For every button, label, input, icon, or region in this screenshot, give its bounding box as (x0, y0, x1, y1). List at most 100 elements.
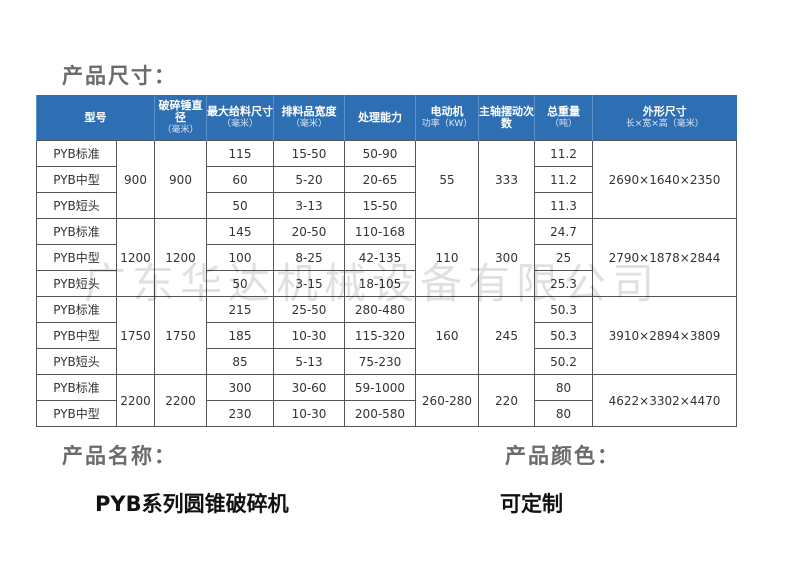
power-cell: 55 (415, 140, 479, 219)
column-header: 破碎锤直径 （毫米） (154, 95, 207, 141)
size-section-title: 产品尺寸： (62, 64, 177, 88)
discharge-cell: 5-20 (273, 166, 345, 193)
model-cell: PYB标准 (36, 140, 117, 167)
weight-cell: 11.3 (534, 192, 593, 219)
table-row: PYB中型 230 10-30 200-580 80 (36, 400, 737, 427)
weight-cell: 25 (534, 244, 593, 271)
capacity-cell: 50-90 (344, 140, 416, 167)
feed-size-cell: 230 (206, 400, 274, 427)
header-unit: 长×宽×高（毫米） (625, 118, 704, 129)
dimensions-cell: 4622×3302×4470 (592, 374, 737, 427)
header-label: 最大给料尺寸 (207, 104, 273, 118)
capacity-cell: 110-168 (344, 218, 416, 245)
feed-size-cell: 50 (206, 192, 274, 219)
table-row: PYB短头 85 5-13 75-230 50.2 (36, 348, 737, 375)
product-color: 可定制 (500, 492, 563, 516)
table-row: PYB标准 1200 1200 145 20-50 110-168 110 300 24.7 27… (36, 218, 737, 297)
feed-size-cell: 60 (206, 166, 274, 193)
discharge-cell: 10-30 (273, 400, 345, 427)
table-row: PYB标准 900 900 115 15-50 50-90 55 333 11.2 2690×16… (36, 140, 737, 219)
header-unit: （吨） (549, 118, 577, 129)
power-cell: 260-280 (415, 374, 479, 427)
table-row: PYB中型 100 8-25 42-135 25 (36, 244, 737, 271)
column-header: 排料品宽度 （毫米） (273, 95, 345, 141)
table-row: PYB标准 2200 2200 300 30-60 59-1000 260-280 220 80… (36, 374, 737, 427)
header-label: 处理能力 (358, 110, 402, 124)
column-header: 外形尺寸 长×宽×高（毫米） (592, 95, 737, 141)
capacity-cell: 15-50 (344, 192, 416, 219)
diameter-cell: 2200 (154, 374, 207, 427)
model-cell: PYB短头 (36, 270, 117, 297)
weight-cell: 80 (534, 400, 593, 427)
size-cell: 1750 (116, 296, 155, 375)
model-cell: PYB标准 (36, 218, 117, 245)
model-cell: PYB标准 (36, 374, 117, 401)
swings-cell: 333 (478, 140, 535, 219)
model-cell: PYB中型 (36, 244, 117, 271)
watermark: 广东华达机械设备有限公司 (84, 259, 661, 308)
dimensions-cell: 2690×1640×2350 (592, 140, 737, 219)
model-cell: PYB短头 (36, 192, 117, 219)
discharge-cell: 10-30 (273, 322, 345, 349)
column-header: 主轴摆动次数 (478, 95, 535, 141)
swings-cell: 245 (478, 296, 535, 375)
spec-table: 型号 破碎锤直径 （毫米） 最大给料尺寸 （毫米） 排料品宽度 （毫米） 处理能力 电动机 功率（… (36, 95, 737, 427)
feed-size-cell: 100 (206, 244, 274, 271)
discharge-cell: 15-50 (273, 140, 345, 167)
header-label: 外形尺寸 (642, 104, 687, 118)
discharge-cell: 3-13 (273, 192, 345, 219)
column-header: 总重量 （吨） (534, 95, 593, 141)
header-unit: （毫米） (221, 118, 258, 129)
feed-size-cell: 185 (206, 322, 274, 349)
diameter-cell: 900 (154, 140, 207, 219)
capacity-cell: 280-480 (344, 296, 416, 323)
feed-size-cell: 85 (206, 348, 274, 375)
table-row: PYB中型 60 5-20 20-65 11.2 (36, 166, 737, 193)
feed-size-cell: 50 (206, 270, 274, 297)
product-name: PYB系列圆锥破碎机 (95, 492, 289, 516)
discharge-cell: 20-50 (273, 218, 345, 245)
power-cell: 110 (415, 218, 479, 297)
weight-cell: 25.3 (534, 270, 593, 297)
capacity-cell: 75-230 (344, 348, 416, 375)
diameter-cell: 1200 (154, 218, 207, 297)
diameter-cell: 1750 (154, 296, 207, 375)
column-header: 最大给料尺寸 （毫米） (206, 95, 274, 141)
header-unit: （毫米） (162, 124, 199, 135)
weight-cell: 11.2 (534, 166, 593, 193)
discharge-cell: 5-13 (273, 348, 345, 375)
weight-cell: 24.7 (534, 218, 593, 245)
header-label: 总重量 (547, 104, 580, 118)
swings-cell: 300 (478, 218, 535, 297)
header-label: 主轴摆动次数 (479, 104, 534, 130)
header-unit: 功率（KW） (421, 118, 473, 129)
header-label: 型号 (84, 110, 107, 124)
header-label: 破碎锤直径 (158, 98, 203, 124)
capacity-cell: 115-320 (344, 322, 416, 349)
size-cell: 1200 (116, 218, 155, 297)
weight-cell: 50.3 (534, 296, 593, 323)
discharge-cell: 30-60 (273, 374, 345, 401)
header-unit: （毫米） (290, 118, 327, 129)
name-section-title: 产品名称： (62, 444, 177, 468)
capacity-cell: 59-1000 (344, 374, 416, 401)
capacity-cell: 18-105 (344, 270, 416, 297)
dimensions-cell: 2790×1878×2844 (592, 218, 737, 297)
weight-cell: 50.3 (534, 322, 593, 349)
capacity-cell: 200-580 (344, 400, 416, 427)
column-header: 处理能力 (344, 95, 416, 141)
model-cell: PYB中型 (36, 322, 117, 349)
weight-cell: 50.2 (534, 348, 593, 375)
model-cell: PYB中型 (36, 400, 117, 427)
weight-cell: 11.2 (534, 140, 593, 167)
swings-cell: 220 (478, 374, 535, 427)
column-header: 电动机 功率（KW） (415, 95, 479, 141)
model-cell: PYB中型 (36, 166, 117, 193)
weight-cell: 80 (534, 374, 593, 401)
column-header: 型号 (36, 95, 155, 141)
feed-size-cell: 300 (206, 374, 274, 401)
size-cell: 900 (116, 140, 155, 219)
table-row: PYB中型 185 10-30 115-320 50.3 (36, 322, 737, 349)
feed-size-cell: 145 (206, 218, 274, 245)
